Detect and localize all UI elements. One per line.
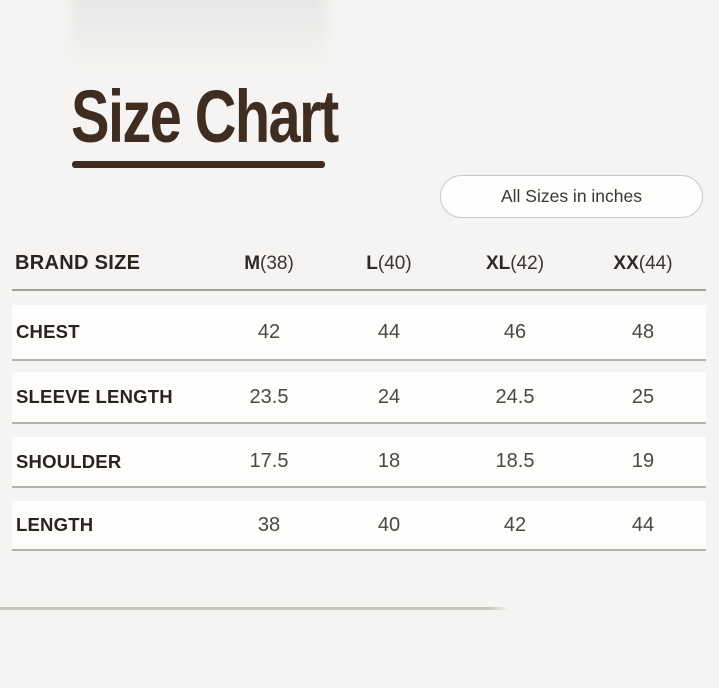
column-header-xl: XL(42) [450, 253, 580, 275]
size-letter: XX [613, 252, 639, 274]
row-label: CHEST [16, 321, 80, 342]
cell-value: 17.5 [249, 450, 289, 472]
cell-value: 48 [631, 320, 655, 343]
cell-value: 38 [257, 513, 281, 536]
units-badge: All Sizes in inches [440, 175, 703, 218]
size-letter: M [244, 252, 261, 274]
column-header-m: M(38) [210, 253, 328, 275]
cell-value: 44 [377, 320, 401, 343]
bottom-divider [0, 607, 509, 610]
cell-value: 40 [377, 513, 401, 536]
cell-value: 42 [257, 320, 281, 343]
row-label: SLEEVE LENGTH [16, 386, 173, 407]
cell-value: 44 [631, 513, 655, 536]
cell-value: 46 [503, 320, 527, 343]
title-underline [72, 161, 325, 168]
cell-value: 18 [377, 450, 401, 472]
units-badge-label: All Sizes in inches [500, 186, 643, 206]
cell-value: 25 [631, 385, 655, 408]
table-row-sleeve-length: SLEEVE LENGTH 23.5 24 24.5 25 [12, 372, 706, 424]
size-letter: L [366, 252, 378, 274]
image-fade-remnant [72, 0, 325, 66]
table-row-length: LENGTH 38 40 42 44 [12, 501, 706, 551]
size-number: (38) [260, 252, 294, 274]
table-row-chest: CHEST 42 44 46 48 [12, 305, 706, 361]
row-label: SHOULDER [16, 450, 122, 472]
column-header-xx: XX(44) [580, 253, 706, 275]
size-number: (44) [638, 252, 673, 274]
cell-value: 42 [503, 513, 527, 536]
cell-value: 18.5 [495, 450, 535, 472]
cell-value: 24.5 [495, 385, 535, 408]
size-number: (42) [510, 252, 545, 274]
size-letter: XL [485, 252, 511, 274]
cell-value: 23.5 [249, 385, 289, 408]
row-label: LENGTH [16, 514, 94, 535]
size-number: (40) [377, 252, 412, 274]
page-title: Size Chart [71, 75, 339, 158]
cell-value: 24 [377, 385, 401, 408]
column-header-l: L(40) [328, 253, 450, 275]
table-row-shoulder: SHOULDER 17.5 18 18.5 19 [12, 437, 706, 488]
table-header-row: BRAND SIZE M(38) L(40) XL(42) XX(44) [12, 238, 706, 291]
cell-value: 19 [631, 450, 655, 472]
brand-size-header: BRAND SIZE [15, 252, 141, 274]
